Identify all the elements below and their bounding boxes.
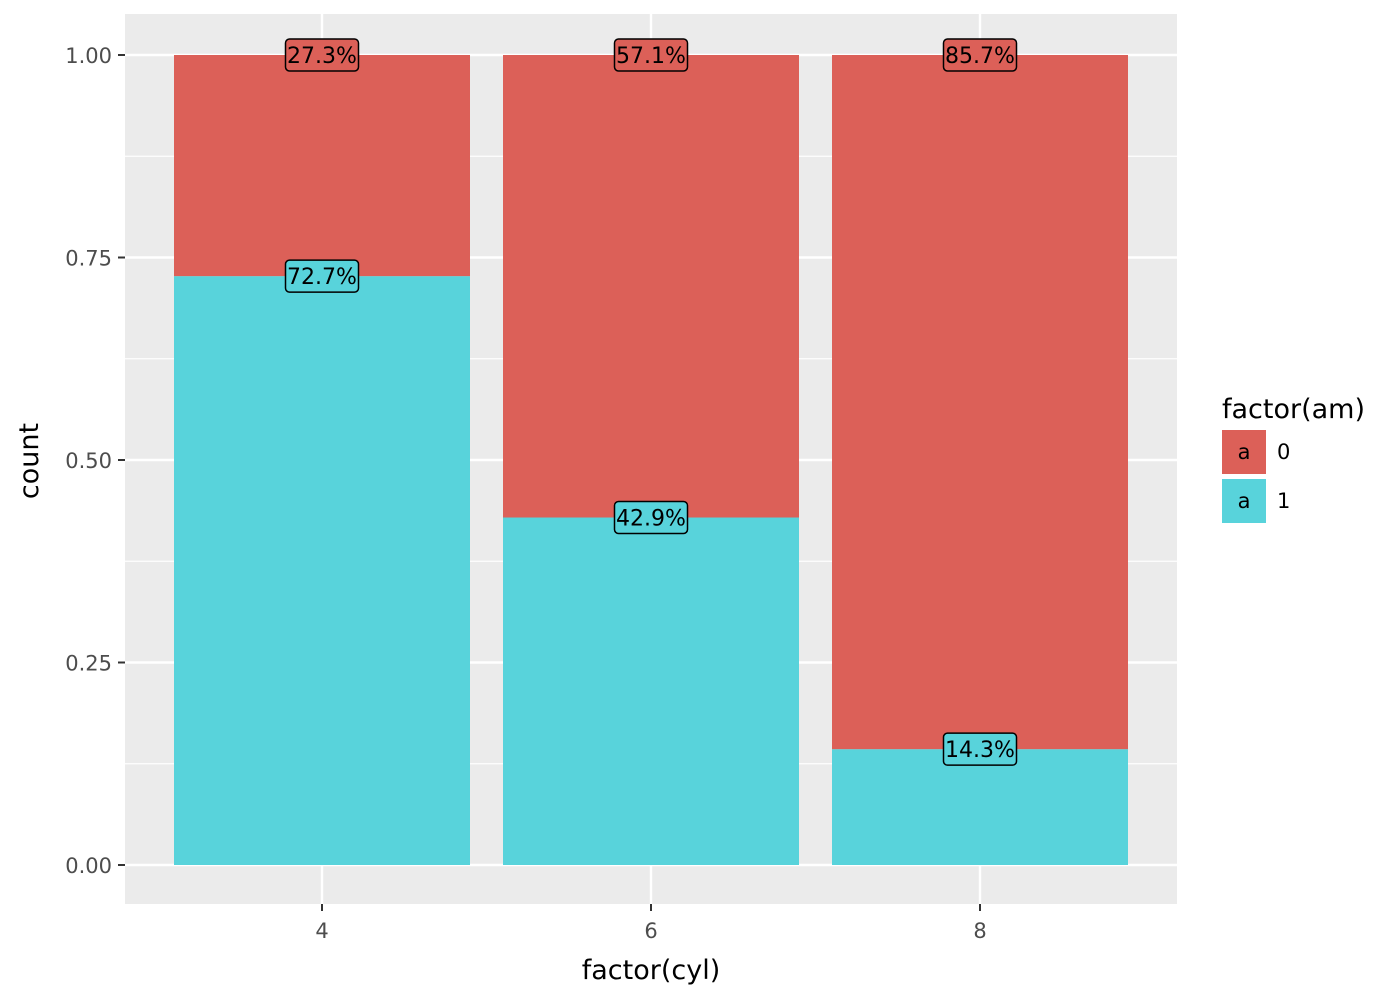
data-label-am-1-cyl-6: 42.9% (613, 500, 689, 535)
bar-segment-am-1-cyl-6 (503, 517, 799, 865)
x-tick-label: 4 (315, 919, 328, 943)
data-label-am-0-cyl-6: 57.1% (613, 38, 689, 72)
x-tick-label: 8 (973, 919, 986, 943)
legend-label: 1 (1277, 489, 1290, 513)
data-label-text: 85.7% (945, 44, 1015, 69)
legend-key-glyph: a (1238, 440, 1251, 464)
data-label-box (942, 732, 1018, 766)
data-label-box (284, 259, 360, 293)
legend-key-glyph: a (1238, 489, 1251, 513)
data-label-am-0-cyl-4: 27.3% (284, 38, 360, 72)
legend-key (1222, 430, 1266, 474)
x-axis-title: factor(cyl) (582, 955, 721, 986)
y-tick-label: 0.25 (65, 652, 112, 676)
legend: factor(am) a 0a 1 (1222, 394, 1365, 523)
x-axis: 4 6 8 (315, 904, 987, 943)
data-label-am-1-cyl-8: 14.3% (942, 732, 1018, 766)
y-tick-label: 0.00 (65, 854, 112, 878)
bars (174, 55, 1128, 865)
bar-segment-am-0-cyl-6 (503, 55, 799, 518)
bar-segment-am-0-cyl-4 (174, 55, 470, 277)
legend-title: factor(am) (1222, 394, 1365, 425)
data-label-am-1-cyl-4: 72.7% (284, 259, 360, 293)
data-label-box (613, 500, 689, 535)
x-tick-label: 6 (644, 919, 657, 943)
data-label-text: 57.1% (616, 44, 686, 69)
data-label-text: 72.7% (287, 265, 357, 290)
bar-segment-am-0-cyl-8 (832, 55, 1128, 750)
legend-key (1222, 479, 1266, 523)
data-label-text: 27.3% (287, 44, 357, 69)
bar-segment-am-1-cyl-8 (832, 749, 1128, 865)
y-axis-title: count (14, 423, 45, 499)
data-label-box (613, 38, 689, 72)
data-labels: 27.3% 72.7% 57.1% 42.9% 85.7% 14.3% (284, 38, 1018, 766)
data-label-box (284, 38, 360, 72)
bar-segment-am-1-cyl-4 (174, 276, 470, 865)
y-tick-label: 0.50 (65, 449, 112, 473)
y-tick-label: 1.00 (65, 44, 112, 68)
data-label-text: 42.9% (616, 507, 686, 532)
y-tick-label: 0.75 (65, 247, 112, 271)
legend-label: 0 (1277, 440, 1290, 464)
y-axis: 0.00 0.25 0.50 0.75 1.00 (65, 44, 125, 878)
data-label-am-0-cyl-8: 85.7% (942, 38, 1018, 72)
data-label-text: 14.3% (945, 738, 1015, 763)
data-label-box (942, 38, 1018, 72)
